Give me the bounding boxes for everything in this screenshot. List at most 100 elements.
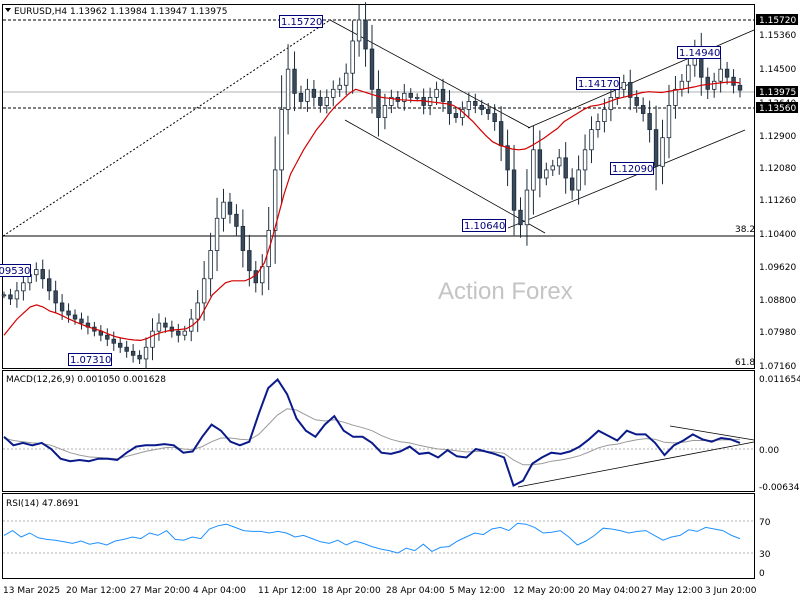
candle: [40, 259, 45, 289]
candle: [666, 84, 672, 159]
candle: [686, 53, 691, 94]
rsi-line: [3, 522, 741, 554]
x-tick-0: 13 Mar 2025: [3, 586, 60, 596]
rally-trendline-dotted: [2, 19, 331, 237]
candle: [272, 136, 278, 264]
svg-text:1.14940: 1.14940: [679, 48, 720, 59]
candle: [589, 116, 594, 164]
svg-text:1.14170: 1.14170: [578, 79, 619, 90]
macd-header: MACD(12,26,9) 0.001050 0.001628: [6, 375, 166, 385]
x-tick-8: 12 May 20:00: [513, 586, 575, 596]
candle: [221, 188, 226, 232]
candle: [253, 261, 258, 293]
candle: [595, 113, 601, 138]
candle: [279, 75, 284, 205]
ascending-channel-lower-line: [507, 129, 746, 229]
candle: [628, 69, 633, 111]
candle: [234, 204, 239, 237]
candle: [324, 89, 330, 114]
candle: [369, 24, 375, 114]
candle: [582, 134, 588, 186]
macd-signal-line: [3, 408, 741, 466]
candle: [292, 51, 297, 112]
svg-text:1.09530: 1.09530: [0, 266, 30, 277]
y-tick-10: 1.07980: [759, 328, 796, 338]
x-tick-3: 4 Apr 04:00: [193, 586, 246, 596]
candle: [389, 89, 394, 114]
y-tick-7: 1.10400: [759, 230, 796, 240]
descending-channel-lower-line: [344, 119, 546, 234]
candle: [531, 125, 536, 215]
candle: [505, 129, 510, 187]
candle: [311, 80, 317, 107]
candle: [79, 312, 84, 330]
candle: [653, 105, 659, 191]
price-label-1-12090: 1.12090: [610, 162, 654, 175]
price-label-1-07310: 1.07310: [68, 353, 112, 366]
candle: [608, 85, 614, 122]
candle: [150, 318, 155, 361]
candle: [53, 280, 58, 314]
candle: [402, 84, 407, 111]
symbol-header: EURUSD,H4 1.13962 1.13984 1.13947 1.1397…: [14, 7, 227, 17]
candle: [105, 328, 110, 347]
candle: [473, 93, 478, 114]
candle: [118, 337, 123, 353]
candle: [227, 192, 233, 224]
macd-main-line: [3, 377, 741, 488]
candle: [195, 290, 200, 332]
svg-text:1.10640: 1.10640: [464, 221, 505, 232]
candle: [486, 103, 491, 120]
watermark: Action Forex: [438, 278, 573, 305]
candle: [518, 197, 523, 238]
x-tick-1: 20 Mar 12:00: [66, 586, 126, 596]
svg-text:1.13560: 1.13560: [759, 104, 796, 114]
candle: [544, 162, 549, 186]
price-label-1-14170: 1.14170: [576, 77, 620, 90]
rsi-header: RSI(14) 47.8691: [6, 499, 79, 509]
candle: [247, 234, 252, 287]
candle: [8, 288, 13, 305]
candle: [156, 313, 162, 341]
candle: [453, 108, 459, 123]
current-price-tag: 1.13975: [756, 86, 798, 98]
macd-falling-trendline: [669, 425, 755, 441]
macd-panel-frame: [2, 370, 755, 492]
rsi-y-tick-0: 0: [759, 569, 765, 579]
candles-layer: [1, 2, 743, 369]
level-tag-1-13560: 1.13560: [756, 102, 798, 114]
candle: [466, 92, 472, 119]
candle: [363, 2, 368, 67]
candle: [602, 98, 607, 133]
candle: [176, 323, 181, 343]
time-axis: 13 Mar 2025 20 Mar 12:00 27 Mar 20:00 4 …: [3, 586, 757, 596]
candle: [621, 74, 626, 98]
candle: [660, 119, 665, 185]
candle: [550, 159, 555, 176]
y-tick-1: 1.15360: [759, 31, 796, 41]
candle: [376, 70, 381, 137]
candle: [557, 148, 562, 175]
svg-text:1.15720: 1.15720: [759, 16, 796, 26]
candle: [356, 4, 362, 57]
level-tag-1-15720: 1.15720: [756, 14, 798, 26]
y-tick-5: 1.12080: [759, 164, 796, 174]
candle: [350, 20, 355, 94]
rsi-panel-frame: [2, 493, 755, 579]
x-tick-11: 3 Jun 20:00: [705, 586, 757, 596]
price-label-1-10640: 1.10640: [462, 219, 506, 232]
candle: [711, 72, 717, 98]
candle: [447, 90, 452, 125]
x-tick-6: 28 Apr 04:00: [386, 586, 445, 596]
candle: [576, 155, 581, 205]
candle: [130, 344, 136, 363]
svg-text:1.07310: 1.07310: [70, 355, 111, 366]
candle: [169, 320, 175, 338]
candle: [724, 61, 730, 85]
x-tick-5: 18 Apr 20:00: [322, 586, 381, 596]
descending-channel-upper-line: [329, 19, 531, 129]
price-label-1-09530: 1.09530: [0, 264, 31, 277]
collapse-triangle-icon[interactable]: [5, 8, 11, 12]
candle: [111, 331, 116, 351]
